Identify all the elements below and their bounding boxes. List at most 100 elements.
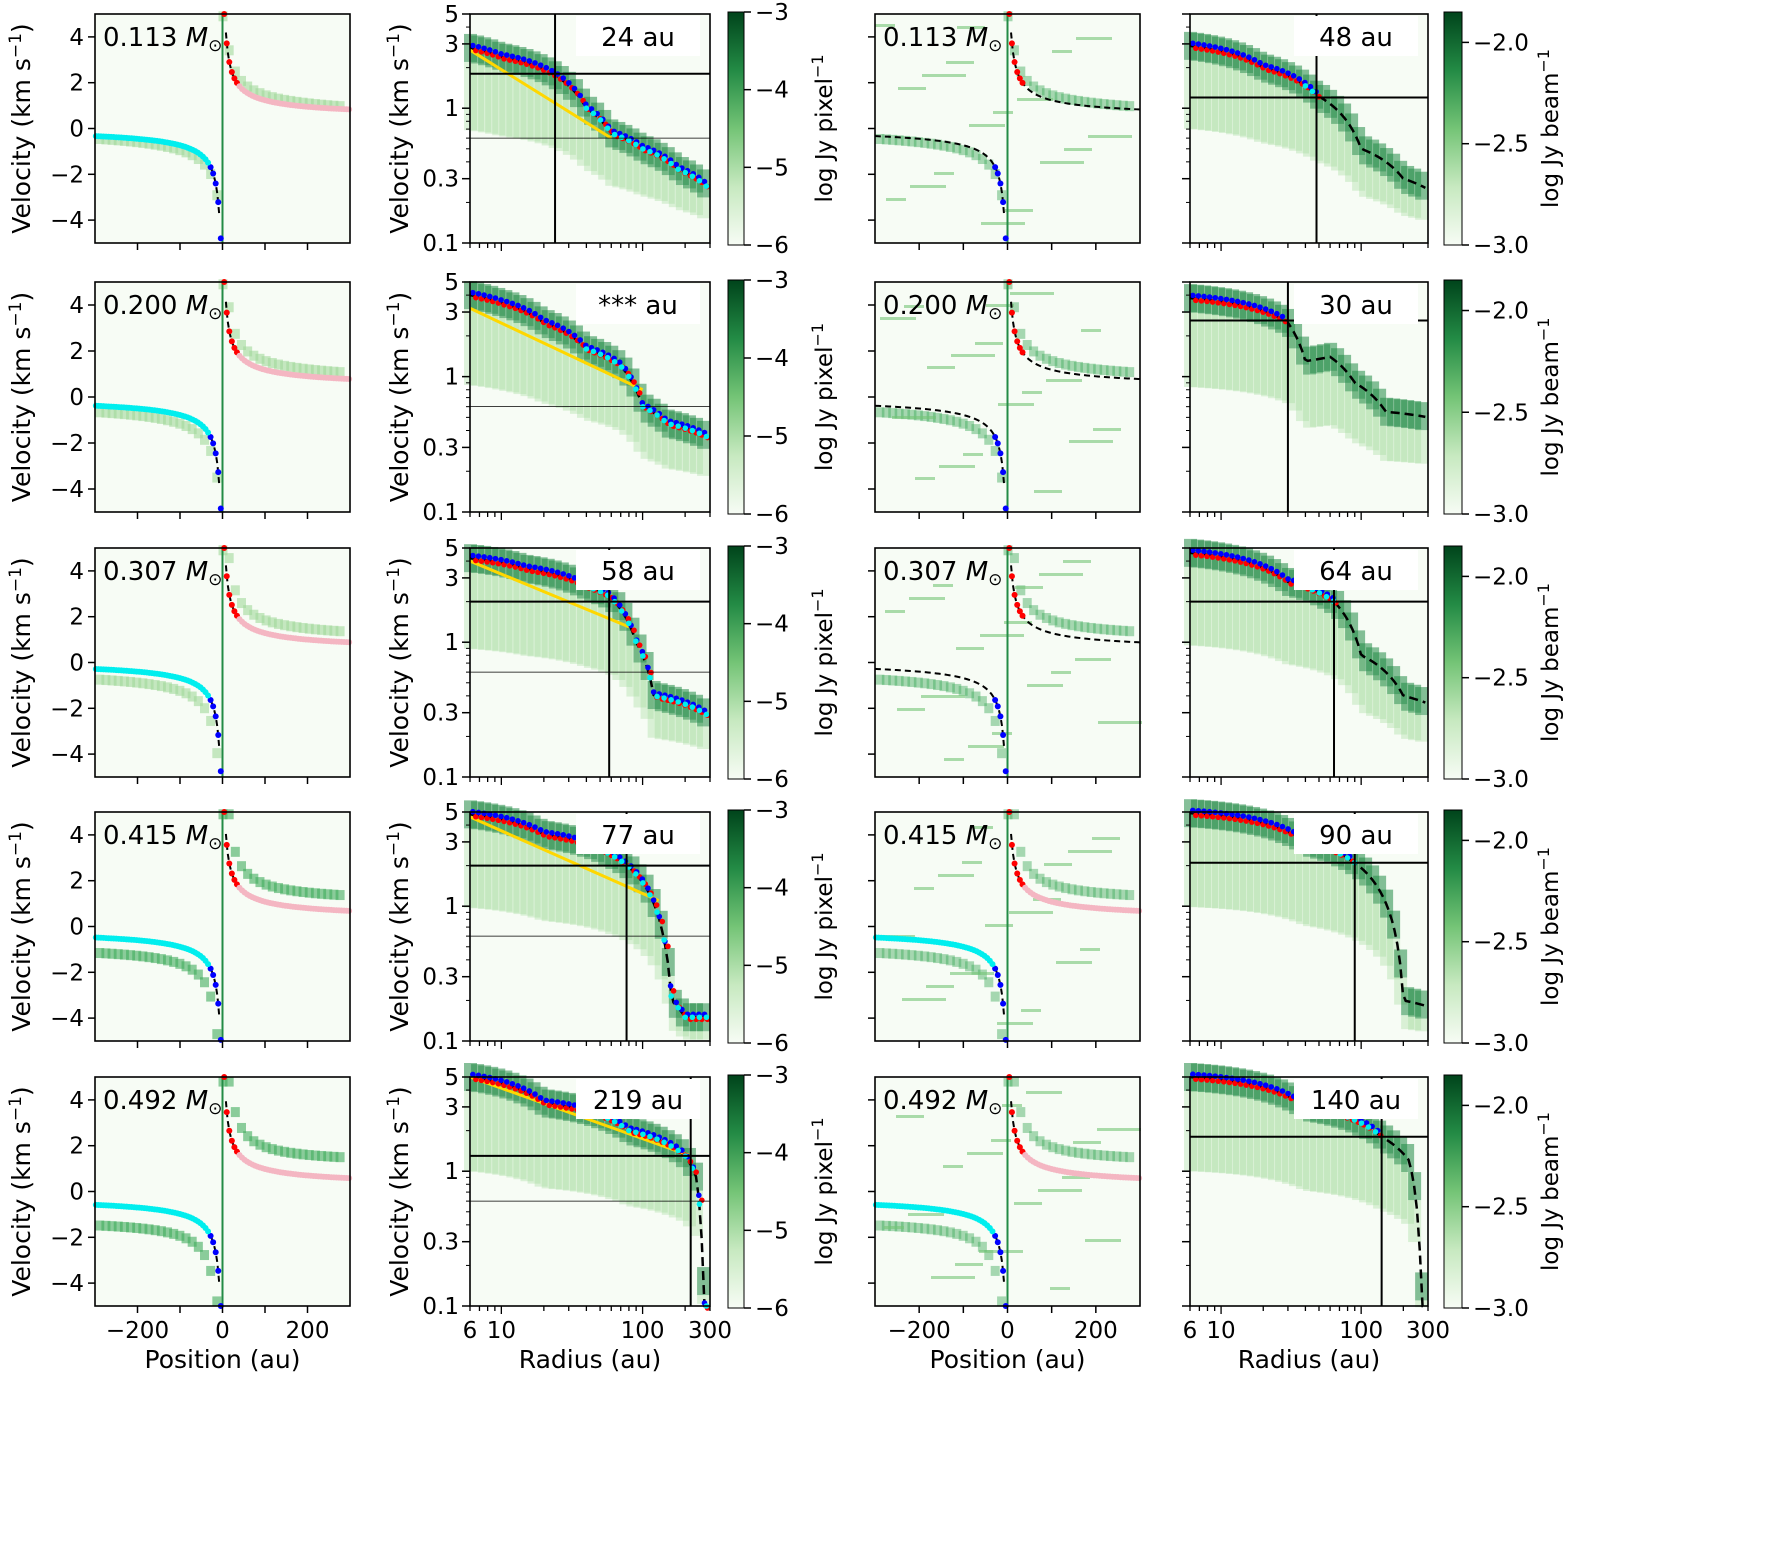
data-point-cyan [661, 1139, 667, 1146]
colorbar-label: log Jy beam−1 [1534, 49, 1564, 208]
colorbar-gradient [727, 11, 745, 246]
emission-cell [1254, 79, 1268, 142]
emission-cell [181, 147, 191, 158]
emission-cell [1219, 316, 1233, 390]
emission-cell [1240, 320, 1254, 393]
emission-cell [926, 138, 936, 149]
emission-cell [175, 685, 185, 696]
emission-cell [1310, 858, 1324, 928]
emission-cell [506, 579, 520, 654]
emission-cell [200, 434, 210, 445]
emission-cell [1303, 374, 1317, 428]
data-point-blue [1257, 816, 1263, 823]
data-point-blue [515, 1083, 521, 1089]
data-point-blue [1234, 812, 1241, 818]
emission-cell [1035, 85, 1045, 96]
emission-cell [555, 851, 569, 923]
data-point-cyan [618, 608, 625, 614]
model-curve-blueshifted [874, 667, 1005, 746]
data-point-blue [1274, 1086, 1280, 1092]
y-tick-label: 1 [444, 365, 459, 391]
data-point-blue [470, 42, 476, 49]
emission-cell [697, 1031, 711, 1040]
data-point-blue [1223, 46, 1230, 53]
x-axis-label: Position (au) [930, 1345, 1086, 1374]
emission-cell [101, 948, 111, 959]
emission-cell [206, 991, 216, 1002]
data-point-cyan [668, 160, 674, 167]
data-point-blue [470, 1071, 476, 1078]
emission-cell [520, 326, 534, 397]
noise-stripe [1046, 379, 1082, 382]
data-point-cyan [611, 854, 618, 860]
emission-cell [605, 373, 619, 428]
emission-cell [965, 147, 975, 158]
noise-stripe [969, 124, 1005, 127]
noise-stripe [1073, 1141, 1101, 1144]
emission-cell [156, 1226, 166, 1237]
emission-cell [280, 1146, 290, 1157]
emission-cell [317, 624, 327, 635]
y-tick-label: 0 [69, 651, 84, 677]
emission-cell [1331, 123, 1345, 171]
data-point-cyan [633, 638, 639, 645]
emission-cell [1415, 1018, 1429, 1032]
emission-cell [997, 472, 1007, 483]
data-point-blue [526, 821, 533, 828]
emission-cell [894, 949, 904, 960]
data-point-blue [1268, 1084, 1275, 1090]
emission-cell [675, 717, 689, 743]
emission-cell [971, 691, 981, 702]
data-point-blue [537, 314, 544, 321]
emission-cell [323, 1151, 333, 1162]
emission-cell [1282, 1110, 1296, 1184]
panel-r2-c3: 0.200 M⊙ [868, 279, 1141, 519]
data-point-blue [997, 180, 1004, 187]
data-point-cyan [1302, 83, 1309, 89]
emission-cell [236, 340, 246, 351]
data-point-blue [1268, 565, 1275, 572]
noise-stripe [968, 745, 1004, 748]
noise-stripe [1097, 1128, 1141, 1131]
colorbar-tick-label: −3 [755, 534, 789, 560]
emission-cell [1067, 620, 1077, 631]
data-point-red [648, 669, 654, 676]
emission-cell [1118, 1151, 1128, 1162]
emission-cell [990, 1265, 1000, 1276]
emission-cell [107, 1221, 117, 1232]
emission-cell [1191, 60, 1205, 130]
power-law-fit [469, 48, 613, 140]
emission-cell [1254, 1100, 1268, 1178]
data-point-blue [656, 913, 663, 920]
mass-unit-sub: ⊙ [988, 1099, 1002, 1119]
emission-cell [1303, 856, 1317, 927]
emission-cell [273, 1145, 283, 1156]
data-point-blue [1262, 1082, 1269, 1089]
data-point-blue [526, 563, 533, 570]
data-point-blue [1218, 295, 1224, 302]
data-point-blue [992, 1232, 999, 1239]
data-point-blue [492, 48, 499, 55]
data-point-red [1232, 816, 1238, 823]
emission-cell [513, 1103, 527, 1180]
colorbar-tick-label: −3 [755, 0, 789, 26]
colorbar-tick-label: −5 [755, 689, 789, 715]
emission-cell [1048, 356, 1058, 367]
emission-cell [875, 133, 885, 144]
data-point-red [1215, 299, 1222, 306]
emission-cell [471, 829, 485, 909]
emission-cell [1240, 833, 1254, 912]
radius-label: 140 au [1311, 1086, 1401, 1116]
y-tick-label: 5 [444, 536, 459, 562]
emission-cell [478, 830, 492, 909]
noise-stripe [1026, 1091, 1062, 1094]
emission-cell [534, 1114, 548, 1187]
emission-cell [1035, 873, 1045, 884]
data-point-blue [1240, 1077, 1247, 1083]
emission-cell [619, 385, 633, 435]
emission-cell [1016, 66, 1026, 77]
data-point-red [557, 1104, 564, 1110]
emission-cell [236, 75, 246, 86]
emission-cell [534, 334, 548, 402]
